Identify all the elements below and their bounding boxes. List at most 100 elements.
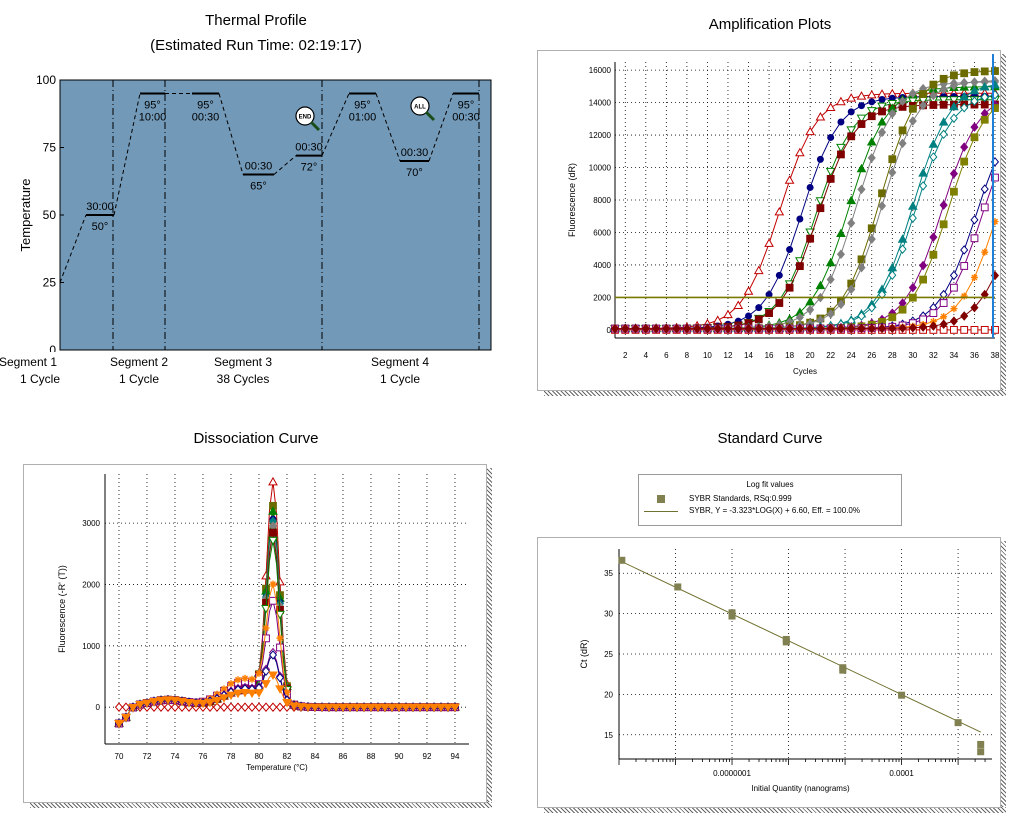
standard-curve-legend: Log fit values SYBR Standards, RSq:0.999… bbox=[638, 474, 902, 526]
thermal-step-time: 00:30 bbox=[401, 147, 429, 159]
thermal-profile-chart[interactable]: Temperature025507510030:0050°95°10:0095°… bbox=[0, 60, 510, 395]
thermal-step-temp: 65° bbox=[250, 181, 267, 193]
diss-series-point-12 bbox=[310, 703, 320, 713]
amp-series-ntc-point bbox=[970, 325, 979, 334]
amp-series-point-3 bbox=[847, 132, 856, 141]
amp-x-tick: 18 bbox=[785, 351, 794, 360]
amp-x-tick: 26 bbox=[867, 351, 876, 360]
diss-series-point-9 bbox=[241, 674, 249, 682]
amp-series-point-2 bbox=[938, 96, 949, 105]
amp-series-point-5 bbox=[908, 88, 917, 99]
amp-series-point-15 bbox=[939, 319, 948, 329]
amp-series-point-15 bbox=[652, 323, 661, 334]
diss-series-point-12 bbox=[345, 703, 355, 713]
diss-series-point-12 bbox=[184, 698, 194, 708]
amp-series-point-1 bbox=[786, 246, 794, 254]
amp-series-ntc-point bbox=[991, 325, 999, 334]
amp-series-point-15 bbox=[970, 302, 979, 313]
diss-x-tick: 84 bbox=[311, 752, 320, 761]
amp-series-point-6 bbox=[898, 126, 907, 135]
diss-series-point-12 bbox=[198, 699, 208, 709]
amp-series-point-7 bbox=[908, 116, 917, 126]
amp-x-tick: 36 bbox=[970, 351, 979, 360]
amp-series-point-8 bbox=[938, 117, 949, 126]
amp-series-point-10 bbox=[919, 260, 928, 271]
diss-series-point-12 bbox=[387, 703, 397, 713]
amp-series-point-3 bbox=[816, 204, 825, 213]
amp-x-tick: 4 bbox=[644, 351, 649, 360]
amp-series-line-14 bbox=[615, 221, 996, 330]
amp-series-point-2 bbox=[825, 167, 836, 177]
thermal-ramp bbox=[375, 93, 401, 162]
diss-x-tick: 74 bbox=[171, 752, 180, 761]
thermal-segment-cycles: 1 Cycle bbox=[380, 372, 420, 386]
amp-series-point-5 bbox=[888, 108, 897, 119]
amp-series-point-15 bbox=[919, 322, 928, 332]
diss-y-tick: 3000 bbox=[82, 519, 100, 528]
thermal-step-time: 00:30 bbox=[192, 112, 220, 124]
diss-x-tick: 92 bbox=[423, 752, 432, 761]
std-point bbox=[674, 583, 682, 591]
diss-series-point-12 bbox=[142, 699, 152, 708]
amp-y-tick: 12000 bbox=[589, 131, 612, 140]
amp-series-point-2 bbox=[836, 143, 846, 153]
diss-flat-point bbox=[268, 702, 278, 712]
diss-flat-point bbox=[121, 702, 131, 712]
std-point bbox=[618, 556, 626, 564]
amp-series-point-15 bbox=[734, 323, 743, 334]
amp-series-point-7 bbox=[877, 201, 887, 211]
amp-series-point-0 bbox=[733, 300, 744, 309]
amp-series-point-1 bbox=[878, 96, 886, 104]
std-y-tick: 35 bbox=[604, 569, 613, 578]
standard-curve-shadow-bottom bbox=[544, 807, 1006, 813]
diss-series-point-12 bbox=[422, 703, 432, 713]
amp-series-point-4 bbox=[805, 296, 815, 306]
legend-marker-square-icon bbox=[657, 495, 665, 503]
diss-series-point-9 bbox=[269, 580, 277, 588]
amp-series-point-15 bbox=[960, 311, 969, 321]
diss-series-point-12 bbox=[415, 703, 425, 713]
amp-series-point-2 bbox=[866, 107, 877, 116]
amp-series-point-7 bbox=[939, 84, 948, 95]
amp-y-tick: 8000 bbox=[593, 196, 611, 205]
diss-flat-point bbox=[240, 702, 250, 712]
amp-series-point-15 bbox=[723, 323, 733, 334]
dissociation-shadow-bottom bbox=[30, 802, 492, 808]
standard-curve-frame bbox=[537, 537, 1001, 808]
diss-series-point-12 bbox=[177, 697, 187, 707]
amp-series-point-7 bbox=[836, 299, 846, 310]
amp-series-point-15 bbox=[621, 323, 630, 334]
amp-series-point-11 bbox=[888, 313, 897, 322]
amp-series-point-13 bbox=[970, 234, 979, 243]
thermal-step-time: 01:00 bbox=[349, 112, 377, 124]
amp-series-point-15 bbox=[929, 321, 938, 331]
amp-series-point-0 bbox=[866, 89, 877, 99]
amp-series-point-6 bbox=[970, 68, 979, 76]
thermal-step-temp: 95° bbox=[354, 100, 371, 112]
std-point bbox=[728, 609, 736, 617]
diss-series-point-12 bbox=[149, 697, 159, 707]
amp-series-point-3 bbox=[980, 100, 989, 109]
amp-series-point-11 bbox=[919, 275, 928, 284]
amp-series-point-9 bbox=[867, 302, 876, 313]
amp-series-point-6 bbox=[939, 74, 948, 83]
thermal-profile-subtitle: (Estimated Run Time: 02:19:17) bbox=[150, 37, 362, 54]
amp-series-point-0 bbox=[753, 265, 764, 275]
amp-series-point-12 bbox=[939, 289, 948, 300]
amp-series-point-14 bbox=[950, 305, 958, 313]
standard-curve-chart[interactable]: 15 20 25 30 35 0.0000001 0.0001 Initial Quantit… bbox=[537, 537, 1000, 807]
dissociation-chart[interactable]: 0 1000 2000 3000 70 72 74 76 78 80 82 84 86 88 90 92 94 T… bbox=[23, 464, 486, 802]
legend-title: Log fit values bbox=[746, 480, 794, 489]
end-magnifier-icon bbox=[295, 106, 315, 126]
amp-series-point-15 bbox=[713, 323, 722, 334]
amp-x-tick: 38 bbox=[991, 351, 1000, 360]
amp-series-point-10 bbox=[949, 168, 958, 179]
amp-series-ntc-point bbox=[980, 325, 989, 334]
diss-series-point-12 bbox=[408, 703, 418, 713]
diss-series-point-12 bbox=[331, 703, 341, 713]
amp-series-point-0 bbox=[712, 315, 723, 324]
amp-series-point-7 bbox=[949, 80, 958, 91]
amp-series-point-0 bbox=[856, 91, 867, 100]
diss-series-point-12 bbox=[401, 703, 411, 713]
